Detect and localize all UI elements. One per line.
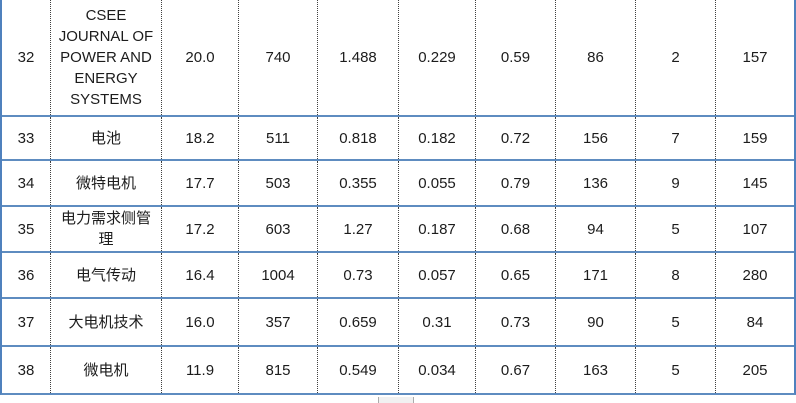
cell-value: 0.182: [399, 117, 476, 159]
cell-value: 163: [556, 347, 636, 393]
cell-value: 18.2: [162, 117, 239, 159]
cell-value: 5: [636, 299, 716, 345]
cell-value: 145: [742, 174, 768, 192]
cell-row-number: 33: [2, 117, 51, 159]
table-row: 34 微特电机 17.7 503 0.355 0.055 0.79 136 9 145: [2, 161, 794, 207]
cell-value: 156: [556, 117, 636, 159]
cell-row-number: 36: [2, 253, 51, 297]
table-row: 38 微电机 11.9 815 0.549 0.034 0.67 163 5 205: [2, 347, 794, 393]
cell-value: 0.31: [399, 299, 476, 345]
cell-value: 159: [742, 129, 768, 147]
cell-value: 136: [556, 161, 636, 205]
cell-value: 0.67: [476, 347, 556, 393]
cell-journal-name: 微电机: [51, 347, 162, 393]
cell-value: 280: [742, 266, 768, 284]
cell-value: 157: [742, 49, 768, 66]
cell-value: 16.4: [162, 253, 239, 297]
cell-value: 171: [556, 253, 636, 297]
cell-value: 0.79: [476, 161, 556, 205]
cell-value: 9: [636, 161, 716, 205]
cell-value: 1004: [239, 253, 318, 297]
cell-value: 11.9: [162, 347, 239, 393]
table-row: 37 大电机技术 16.0 357 0.659 0.31 0.73 90 5 84: [2, 299, 794, 347]
cell-value: 0.229: [399, 0, 476, 115]
cell-value: 0.59: [476, 0, 556, 115]
cell-journal-name: 电力需求侧管理: [51, 207, 162, 251]
cell-value: 511: [239, 117, 318, 159]
cell-row-number: 34: [2, 161, 51, 205]
cell-row-number: 38: [2, 347, 51, 393]
cell-value: 0.659: [318, 299, 399, 345]
table-row: 36 电气传动 16.4 1004 0.73 0.057 0.65 171 8 280: [2, 253, 794, 299]
table-row: 35 电力需求侧管理 17.2 603 1.27 0.187 0.68 94 5 107: [2, 207, 794, 253]
cell-value: 357: [239, 299, 318, 345]
table-row: 32 CSEE JOURNAL OF POWER AND ENERGY SYSTE…: [2, 0, 794, 117]
cell-value: 1.488: [318, 0, 399, 115]
cell-value: 17.2: [162, 207, 239, 251]
cell-value: 5: [636, 347, 716, 393]
cell-value: 0.055: [399, 161, 476, 205]
cell-value: 86: [556, 0, 636, 115]
cell-journal-name: 电气传动: [51, 253, 162, 297]
cell-value: 107: [742, 220, 768, 238]
cell-value: 2: [636, 0, 716, 115]
cell-journal-name: 大电机技术: [51, 299, 162, 345]
cell-row-number: 35: [2, 207, 51, 251]
cell-row-number: 37: [2, 299, 51, 345]
cell-journal-name: 电池: [51, 117, 162, 159]
cell-value: 603: [239, 207, 318, 251]
cell-value: 0.818: [318, 117, 399, 159]
horizontal-scrollbar-thumb[interactable]: [378, 397, 414, 403]
cell-row-number: 32: [2, 0, 51, 115]
cell-value: 503: [239, 161, 318, 205]
cell-value: 94: [556, 207, 636, 251]
cell-value: 0.72: [476, 117, 556, 159]
cell-journal-name: 微特电机: [51, 161, 162, 205]
cell-value: 205: [742, 361, 768, 379]
cell-value: 20.0: [162, 0, 239, 115]
cell-value: 84: [746, 313, 764, 331]
cell-value: 0.73: [318, 253, 399, 297]
cell-value: 0.549: [318, 347, 399, 393]
cell-value: 90: [556, 299, 636, 345]
cell-value: 740: [239, 0, 318, 115]
cell-value: 0.65: [476, 253, 556, 297]
cell-value: 8: [636, 253, 716, 297]
cell-value: 0.057: [399, 253, 476, 297]
cell-value: 815: [239, 347, 318, 393]
cell-value: 0.73: [476, 299, 556, 345]
cell-value: 0.68: [476, 207, 556, 251]
cell-value: 0.355: [318, 161, 399, 205]
cell-value: 7: [636, 117, 716, 159]
cell-value: 5: [636, 207, 716, 251]
cell-journal-name: CSEE JOURNAL OF POWER AND ENERGY SYSTEMS: [51, 0, 162, 115]
cell-value: 0.187: [399, 207, 476, 251]
cell-value: 16.0: [162, 299, 239, 345]
cell-value: 17.7: [162, 161, 239, 205]
table-row: 33 电池 18.2 511 0.818 0.182 0.72 156 7 159: [2, 117, 794, 161]
cell-value: 1.27: [318, 207, 399, 251]
cell-value: 0.034: [399, 347, 476, 393]
page-margin-area: [0, 395, 796, 403]
